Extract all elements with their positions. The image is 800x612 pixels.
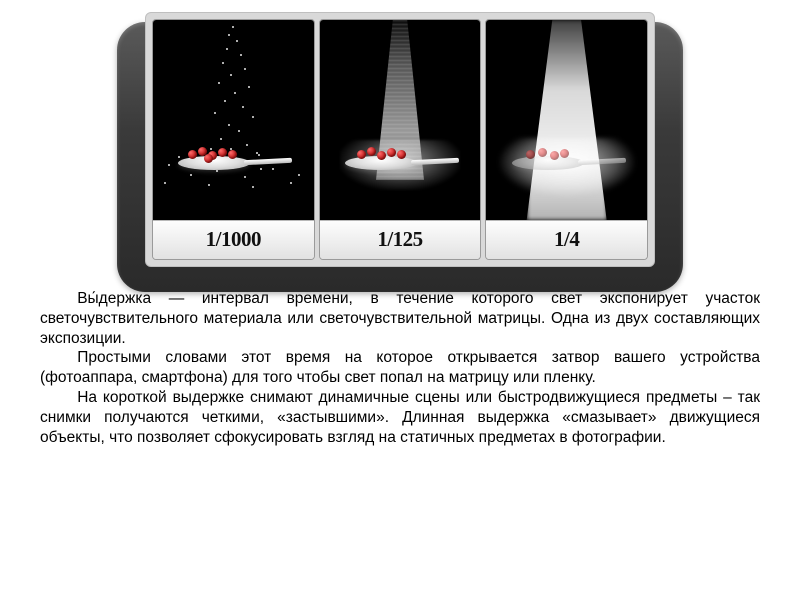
panel-fast-label: 1/1000 <box>153 220 314 259</box>
spoon-slow <box>512 150 622 172</box>
body-text: Вы́держка — интервал времени, в течение … <box>40 289 760 448</box>
panel-mid-label: 1/125 <box>320 220 481 259</box>
panel-fast: 1/1000 <box>152 19 315 260</box>
panel-mid: 1/125 <box>319 19 482 260</box>
panel-fast-image <box>153 20 314 220</box>
panel-slow: 1/4 <box>485 19 648 260</box>
example-panels: 1/1000 1/125 <box>145 12 655 267</box>
spoon-mid <box>345 150 455 172</box>
shutter-speed-figure: 1/1000 1/125 <box>145 12 655 267</box>
paragraph-1: Вы́держка — интервал времени, в течение … <box>40 289 760 348</box>
spoon-fast <box>178 150 288 172</box>
paragraph-3: На короткой выдержке снимают динамичные … <box>40 388 760 447</box>
panel-slow-label: 1/4 <box>486 220 647 259</box>
panel-mid-image <box>320 20 481 220</box>
panel-slow-image <box>486 20 647 220</box>
paragraph-2: Простыми словами этот время на которое о… <box>40 348 760 388</box>
